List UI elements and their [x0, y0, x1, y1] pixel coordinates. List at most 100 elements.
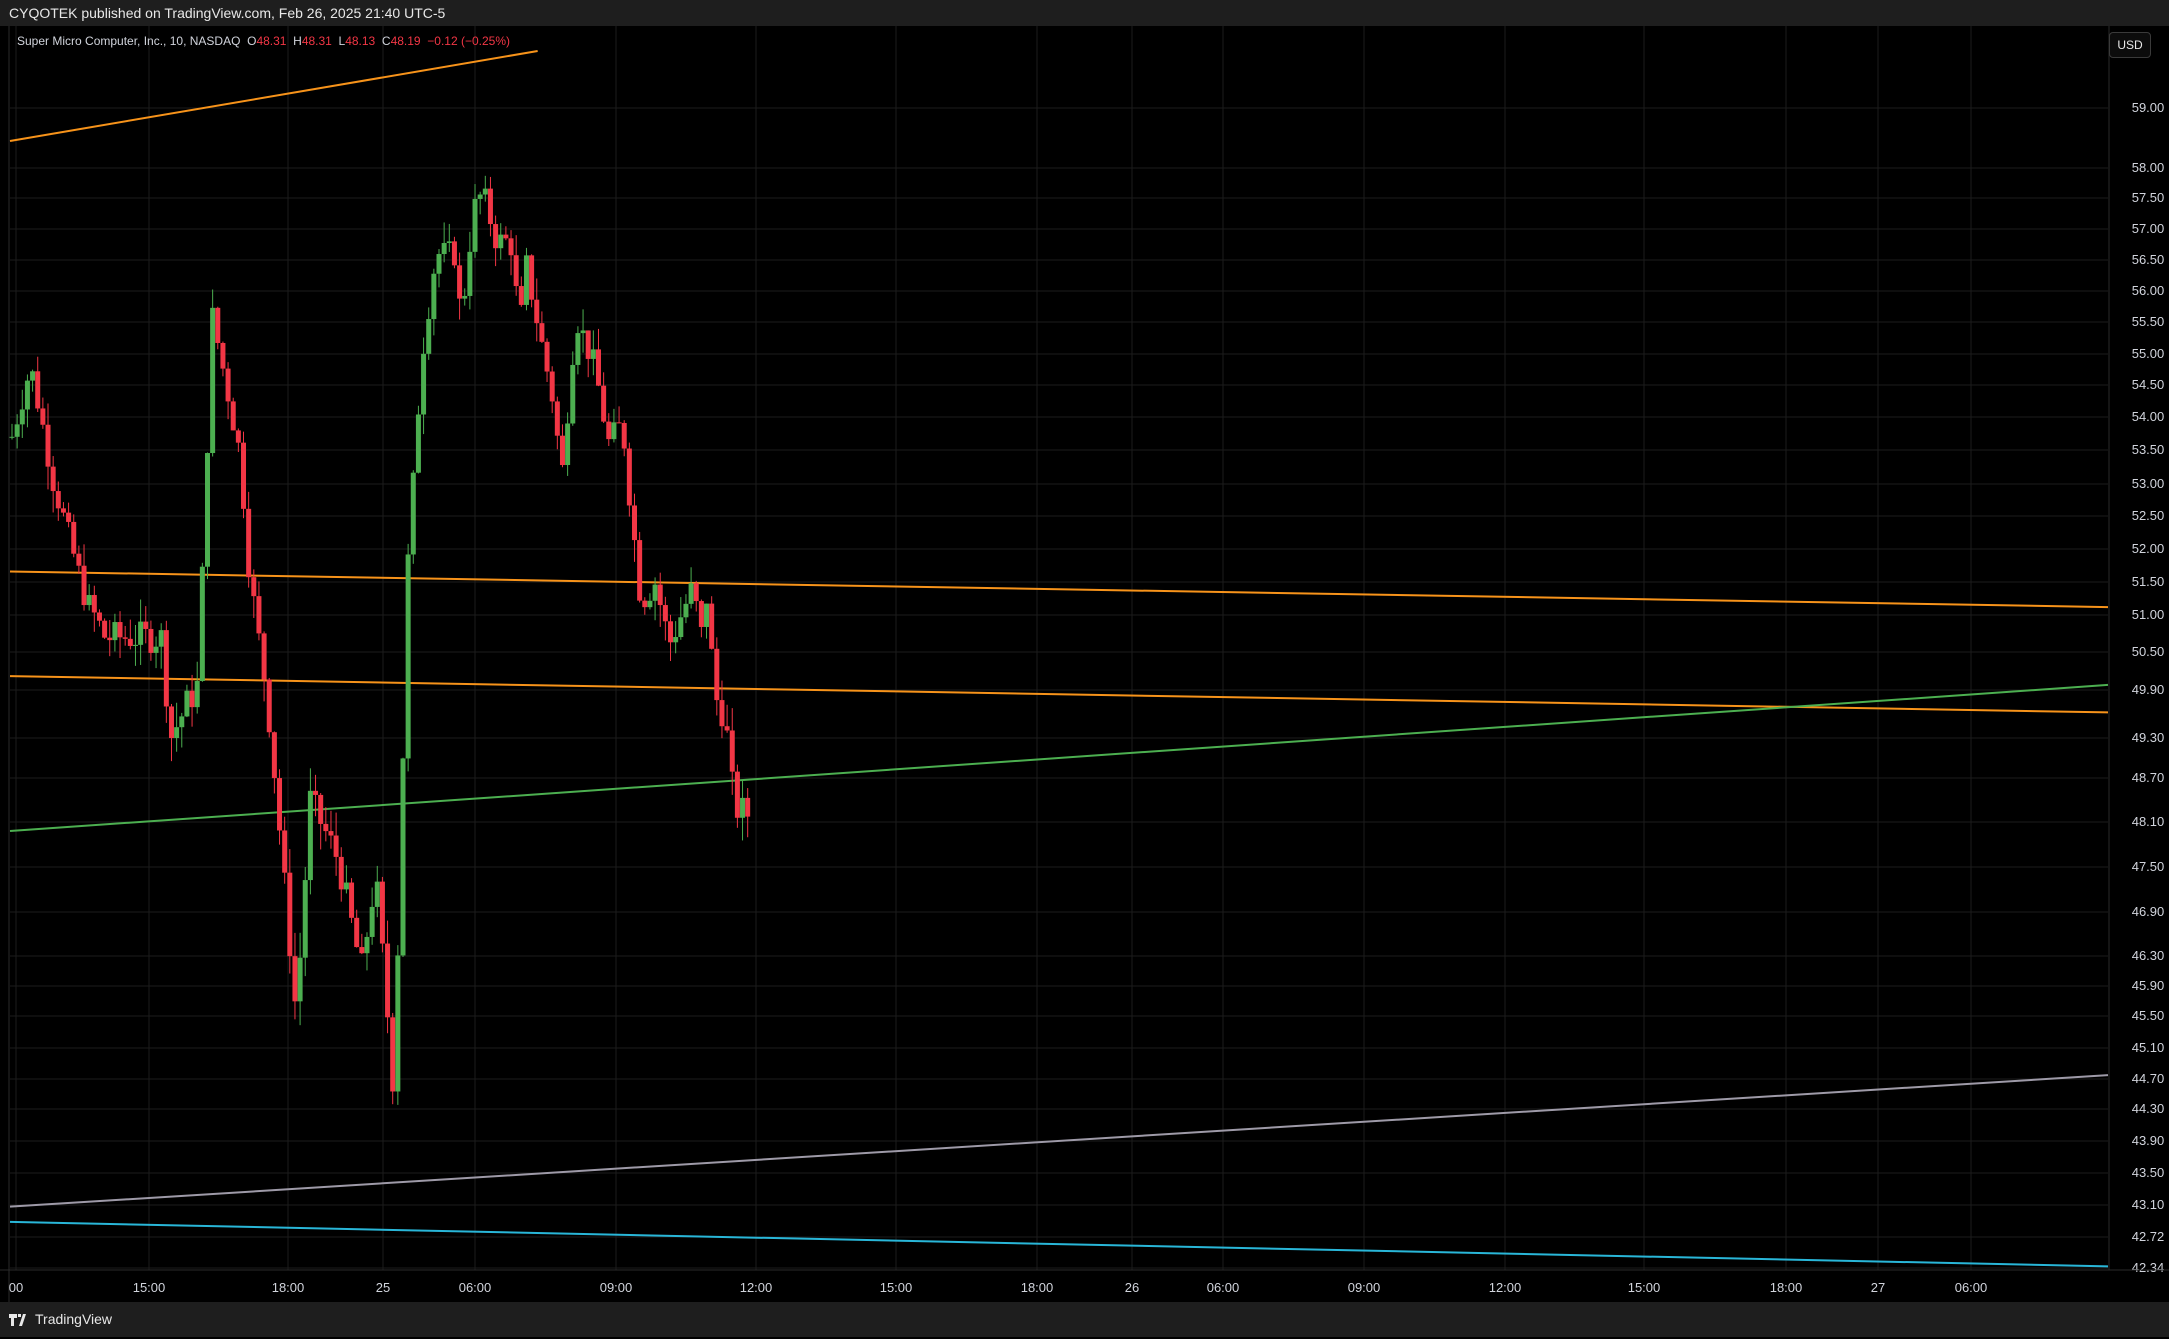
candle-body — [693, 583, 699, 602]
price-tick-label: 45.10 — [2132, 1040, 2165, 1055]
change-value: −0.12 (−0.25%) — [427, 34, 511, 48]
candle-body — [559, 435, 565, 466]
candle-body — [354, 917, 360, 948]
candle-body — [487, 188, 493, 225]
candle-body — [446, 241, 452, 244]
time-tick-label: 18:00 — [1770, 1280, 1803, 1295]
candle-body — [421, 353, 427, 415]
candle-body — [96, 612, 102, 621]
candle-body — [45, 424, 51, 467]
candle-body — [714, 648, 720, 701]
time-tick-label: 15:00 — [1628, 1280, 1661, 1295]
candle-body — [390, 1017, 396, 1092]
candle-body — [467, 251, 473, 296]
price-tick-label: 47.50 — [2132, 859, 2165, 874]
candle-body — [441, 243, 447, 255]
candle-body — [66, 512, 72, 522]
tradingview-logo[interactable]: TradingView — [9, 1302, 112, 1337]
price-tick-label: 55.00 — [2132, 346, 2165, 361]
candle-body — [204, 453, 210, 567]
chart-frame[interactable] — [0, 26, 2169, 1302]
price-tick-label: 55.50 — [2132, 314, 2165, 329]
candle-body — [251, 577, 257, 597]
candle-body — [719, 700, 725, 727]
price-tick-label: 56.50 — [2132, 252, 2165, 267]
price-chart[interactable]: 59.00 58.00 57.50 57.00 56.50 56.00 55.50 55.00… — [0, 0, 2169, 1302]
candle-body — [379, 881, 385, 944]
trendline-cyan[interactable] — [9, 1220, 2109, 1268]
price-tick-label: 46.30 — [2132, 948, 2165, 963]
candle-body — [734, 771, 740, 818]
price-tick-label: 42.72 — [2132, 1229, 2165, 1244]
candle-body — [590, 349, 596, 359]
price-tick-label: 43.50 — [2132, 1165, 2165, 1180]
candle-body — [30, 371, 36, 381]
candle-body — [729, 730, 735, 772]
candle-body — [153, 646, 159, 653]
open-label: O — [247, 34, 257, 48]
close-value: 48.19 — [390, 34, 421, 48]
candle-body — [451, 241, 457, 266]
price-axis-bg — [2110, 26, 2169, 1270]
candle-body — [405, 554, 411, 759]
candle-body — [565, 423, 571, 466]
price-tick-label: 56.00 — [2132, 283, 2165, 298]
candle-body — [215, 307, 221, 343]
candle-body — [554, 401, 560, 436]
candle-body — [318, 794, 324, 824]
time-tick-label: 09:00 — [600, 1280, 633, 1295]
candle-body — [642, 600, 648, 608]
candle-body — [282, 830, 288, 873]
candle-body — [220, 342, 226, 369]
candle-body — [199, 566, 205, 681]
candle-body — [503, 234, 509, 239]
candle-body — [189, 690, 195, 708]
time-tick-label: 27 — [1871, 1280, 1885, 1295]
time-tick-label: 18:00 — [272, 1280, 305, 1295]
candle-body — [323, 823, 329, 832]
candle-body — [9, 436, 15, 438]
candle-body — [235, 430, 241, 443]
candle-body — [241, 442, 247, 509]
price-tick-label: 48.10 — [2132, 814, 2165, 829]
candle-body — [194, 680, 200, 708]
time-tick-label: 18:00 — [1021, 1280, 1054, 1295]
trendline-gray[interactable] — [9, 1074, 2109, 1208]
brand-name: TradingView — [35, 1311, 113, 1327]
candle-body — [163, 630, 169, 707]
candle-body — [333, 835, 339, 857]
candle-body — [431, 273, 437, 320]
price-tick-label: 44.30 — [2132, 1101, 2165, 1116]
candle-body — [138, 621, 144, 645]
candle-body — [19, 409, 25, 425]
price-tick-label: 49.90 — [2132, 682, 2165, 697]
candle-body — [518, 286, 524, 305]
price-tick-label: 45.50 — [2132, 1008, 2165, 1023]
candle-body — [426, 319, 432, 354]
price-tick-label: 42.34 — [2132, 1260, 2165, 1275]
candle-body — [508, 238, 514, 256]
candle-body — [683, 603, 689, 618]
trendline-orange[interactable] — [9, 50, 538, 142]
price-tick-label: 44.70 — [2132, 1071, 2165, 1086]
price-tick-label: 48.70 — [2132, 770, 2165, 785]
candle-body — [60, 508, 66, 513]
candle-body — [611, 422, 617, 440]
trendline-orange[interactable] — [9, 570, 2109, 609]
candle-body — [287, 872, 293, 957]
time-tick-label: 15:00 — [133, 1280, 166, 1295]
candle-body — [621, 423, 627, 449]
candle-body — [168, 706, 174, 739]
currency-button[interactable]: USD — [2109, 32, 2151, 58]
trendline-green[interactable] — [9, 683, 2109, 832]
price-tick-label: 45.90 — [2132, 978, 2165, 993]
close-label: C — [381, 34, 391, 48]
candle-body — [436, 254, 442, 274]
trendline-orange[interactable] — [9, 675, 2109, 714]
candle-body — [626, 448, 632, 506]
open-value: 48.31 — [256, 34, 287, 48]
candle-body — [632, 505, 638, 541]
price-tick-label: 51.50 — [2132, 574, 2165, 589]
candle-body — [102, 620, 108, 638]
high-label: H — [293, 34, 302, 48]
